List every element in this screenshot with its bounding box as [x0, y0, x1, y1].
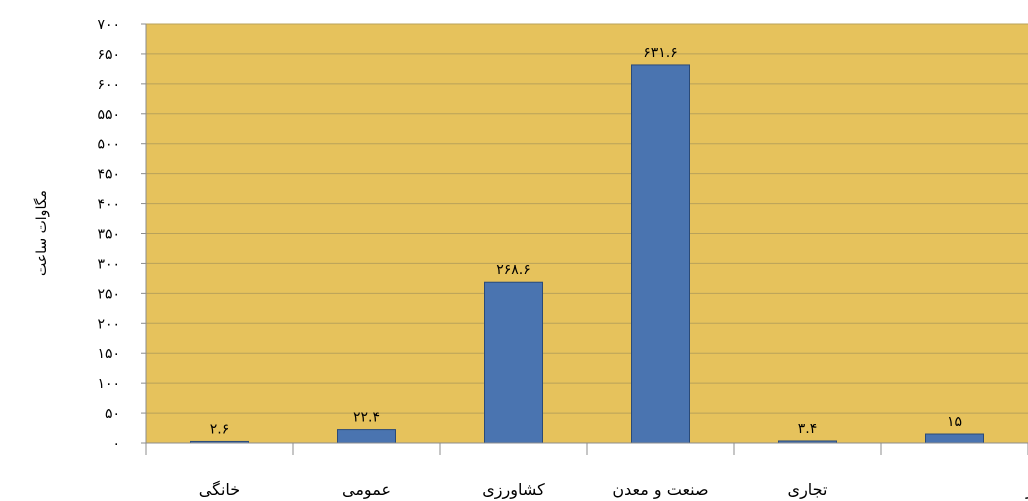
bar [631, 64, 690, 444]
bar [337, 429, 396, 444]
x-axis: خانگی عمومی کشاورزی صنعت و معدن تجاری روشنایی… [145, 24, 1028, 500]
category-label: تجاری [788, 480, 828, 500]
data-label: ۳.۴ [798, 421, 818, 437]
category-label: کشاورزی [482, 480, 545, 500]
y-tick-label: ۱۰۰ [97, 376, 120, 392]
category-label: روشنایی معابر [1025, 480, 1028, 500]
y-tick-label: ۵۵۰ [97, 107, 120, 123]
category-label: خانگی [199, 480, 240, 499]
y-tick-label: ۲۰۰ [97, 316, 120, 332]
y-tick-label: ۰ [112, 436, 120, 452]
y-tick-label: ۴۵۰ [97, 167, 120, 183]
data-labels: ۲.۶ ۲۲.۴ ۲۶۸.۶ ۶۳۱.۶ ۳.۴ ۱۵ [210, 45, 962, 438]
bar [484, 281, 543, 444]
y-tick-label: ۶۵۰ [97, 47, 120, 63]
y-tick-label: ۲۵۰ [97, 286, 120, 302]
y-tick-label: ۷۰۰ [97, 17, 120, 33]
bars [190, 64, 984, 444]
data-label: ۲۲.۴ [353, 410, 380, 426]
y-tick-label: ۳۰۰ [97, 256, 120, 272]
data-label: ۱۵ [947, 414, 962, 430]
y-tick-label: ۵۰ [105, 406, 120, 422]
category-label: عمومی [342, 480, 391, 500]
y-tick-label: ۳۵۰ [97, 227, 120, 243]
y-tick-label: ۴۰۰ [97, 197, 120, 213]
y-tick-label: ۱۵۰ [97, 346, 120, 362]
y-axis-title: مگاوات ساعت [33, 190, 50, 276]
data-label: ۲۶۸.۶ [496, 262, 531, 278]
bar [925, 433, 984, 444]
y-tick-label: ۵۰۰ [97, 137, 120, 153]
y-axis-tick-labels: ۰ ۵۰ ۱۰۰ ۱۵۰ ۲۰۰ ۲۵۰ ۳۰۰ ۳۵۰ ۴۰۰ ۴۵۰ ۵۰۰ ۵۵۰ ۶۰۰ ۶۵۰ ۷… [97, 17, 146, 452]
data-label: ۲.۶ [210, 421, 230, 437]
category-label: صنعت و معدن [612, 480, 708, 500]
y-tick-label: ۶۰۰ [97, 77, 120, 93]
data-label: ۶۳۱.۶ [643, 45, 678, 61]
gridlines [146, 23, 1028, 444]
